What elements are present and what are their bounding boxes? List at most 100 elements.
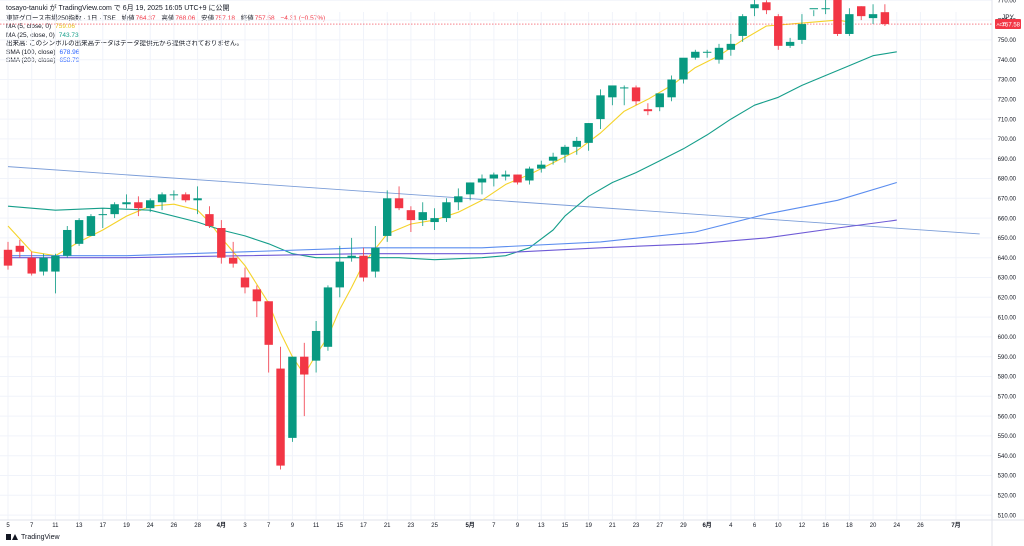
legend-ma5[interactable]: MA (5, close, 0) 759.06 <box>6 23 76 31</box>
price-tick-label: 560.00 <box>998 414 1017 420</box>
candle-body <box>667 79 676 98</box>
time-tick-label: 7 <box>267 523 271 529</box>
candle-body <box>406 210 416 221</box>
symbol-line[interactable]: 東証グロース市場250指数 · 1日 · TSE 始値764.37 高値768.… <box>6 15 325 23</box>
ohlc-high: 高値768.06 <box>161 15 196 22</box>
time-tick-label: 24 <box>147 523 154 529</box>
candle-body <box>809 8 818 10</box>
candle-body <box>845 14 854 34</box>
currency-label[interactable]: JPY <box>1002 14 1014 21</box>
candle-body <box>3 249 13 266</box>
price-tick-label: 640.00 <box>998 256 1017 262</box>
candle-body <box>383 198 392 236</box>
time-tick-label: 9 <box>291 523 295 529</box>
candle-body <box>98 214 107 216</box>
candle-body <box>620 87 629 89</box>
candle-body <box>110 204 119 215</box>
symbol-title: 東証グロース市場250指数 · 1日 · TSE <box>6 15 116 22</box>
candle-body <box>323 287 333 347</box>
candle-body <box>146 200 155 209</box>
candle-body <box>335 261 344 288</box>
price-tick-label: 680.00 <box>998 177 1017 183</box>
price-tick-label: 590.00 <box>998 355 1017 361</box>
price-tick-label: 550.00 <box>998 434 1017 440</box>
tradingview-icon <box>6 533 18 541</box>
time-tick-label: 18 <box>846 523 853 529</box>
time-tick-label: 29 <box>680 523 687 529</box>
trendline <box>7 166 980 235</box>
time-tick-label: 28 <box>194 523 201 529</box>
price-tick-label: 610.00 <box>998 315 1017 321</box>
price-tick-label: 620.00 <box>998 296 1017 302</box>
time-tick-label: 6 <box>753 523 757 529</box>
candle-body <box>205 214 214 227</box>
candle-body <box>311 330 321 361</box>
time-tick-label: 4月 <box>217 521 226 529</box>
price-tick-label: 730.00 <box>998 78 1017 84</box>
time-tick-label: 13 <box>76 523 83 529</box>
candle-body <box>63 229 72 256</box>
price-tick-label: 600.00 <box>998 335 1017 341</box>
price-tick-label: 770.00 <box>998 0 1017 5</box>
time-tick-label: 19 <box>585 523 592 529</box>
price-tick-label: 670.00 <box>998 197 1017 203</box>
candle-body <box>465 182 475 195</box>
time-tick-label: 3 <box>243 523 247 529</box>
time-tick-label: 21 <box>384 523 391 529</box>
price-tick-label: 530.00 <box>998 474 1017 480</box>
candle-body <box>27 257 36 274</box>
candle-body <box>868 14 878 19</box>
price-tick-label: 520.00 <box>998 494 1017 500</box>
candle-body <box>276 368 285 466</box>
candle-body <box>714 47 724 60</box>
candle-body <box>762 2 771 11</box>
candle-body <box>537 164 546 169</box>
price-tick-label: 660.00 <box>998 216 1017 222</box>
candle-body <box>252 289 262 302</box>
time-tick-label: 13 <box>538 523 545 529</box>
candle-body <box>774 16 783 46</box>
time-tick-label: 24 <box>893 523 900 529</box>
legend-volume[interactable]: 出来高: このシンボルの出来高データはデータ提供元から提供されておりません。 <box>6 40 244 48</box>
candle-body <box>501 174 510 177</box>
candle-body <box>300 356 309 375</box>
last-price-tag-symbol: ACD <box>997 22 1007 27</box>
legend-sma200[interactable]: SMA (200, close) 658.79 <box>6 57 80 65</box>
ma-line <box>8 219 897 259</box>
attribution: tosayo-tanuki が TradingView.com で 6月 19,… <box>6 5 230 12</box>
time-tick-label: 16 <box>822 523 829 529</box>
price-tick-label: 750.00 <box>998 38 1017 44</box>
candle-body <box>193 198 202 201</box>
time-tick-label: 15 <box>562 523 569 529</box>
candle-body <box>584 123 593 143</box>
time-tick-label: 20 <box>870 523 877 529</box>
time-tick-label: 11 <box>52 523 59 529</box>
candle-body <box>228 257 238 264</box>
candle-body <box>560 146 570 155</box>
candle-body <box>39 257 48 272</box>
price-tick-label: 720.00 <box>998 98 1017 104</box>
time-tick-label: 26 <box>917 523 924 529</box>
legend-sma100[interactable]: SMA (100, close) 678.96 <box>6 48 80 56</box>
tradingview-logo[interactable]: TradingView <box>6 533 60 541</box>
price-tick-label: 580.00 <box>998 375 1017 381</box>
candle-body <box>430 218 439 223</box>
legend: 東証グロース市場250指数 · 1日 · TSE 始値764.37 高値768.… <box>6 15 325 65</box>
time-tick-label: 17 <box>99 523 106 529</box>
time-tick-label: 7 <box>30 523 34 529</box>
price-tick-label: 700.00 <box>998 137 1017 143</box>
candle-body <box>418 212 427 221</box>
time-tick-label: 15 <box>336 523 343 529</box>
last-price-tag-value: 757.58 <box>1002 22 1021 28</box>
candle-body <box>477 178 487 183</box>
time-tick-label: 25 <box>431 523 438 529</box>
candle-body <box>821 8 830 10</box>
legend-ma25[interactable]: MA (25, close, 0) 743.73 <box>6 31 79 39</box>
candle-body <box>157 194 167 203</box>
candle-body <box>264 301 273 345</box>
candle-body <box>359 255 368 278</box>
last-price-tag <box>995 19 1021 30</box>
price-tick-label: 740.00 <box>998 58 1017 64</box>
candle-body <box>169 194 179 196</box>
